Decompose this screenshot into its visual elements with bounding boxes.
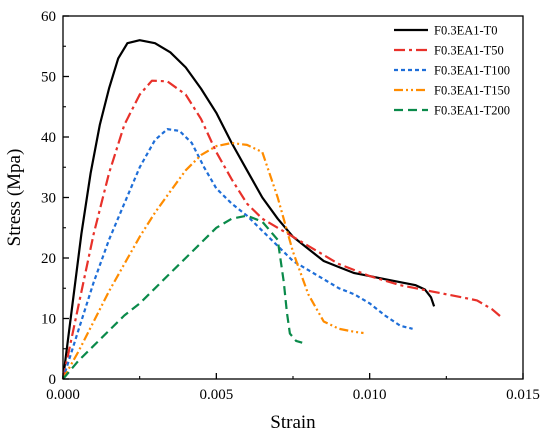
series-line-4 bbox=[62, 141, 364, 380]
series-line-1 bbox=[61, 39, 436, 380]
x-tick-label: 0.005 bbox=[199, 387, 233, 403]
y-tick-label: 50 bbox=[41, 70, 56, 86]
y-tick-label: 60 bbox=[41, 9, 56, 25]
legend-label: F0.3EA1-T100 bbox=[434, 64, 510, 78]
y-tick-label: 30 bbox=[41, 191, 56, 207]
y-tick-label: 10 bbox=[41, 312, 56, 328]
legend-label: F0.3EA1-T50 bbox=[434, 44, 504, 58]
x-tick-label: 0.000 bbox=[46, 387, 80, 403]
x-tick-label: 0.015 bbox=[506, 387, 540, 403]
plot-area bbox=[61, 39, 503, 380]
ticks: 0.000 0.005 0.010 0.015 0 10 20 30 40 50 60 bbox=[41, 9, 540, 403]
y-axis-title: Stress (Mpa) bbox=[4, 149, 25, 247]
y-tick-label: 40 bbox=[41, 130, 56, 146]
y-tick-label: 0 bbox=[49, 372, 57, 388]
series-line-3 bbox=[61, 128, 413, 380]
series-line-5 bbox=[62, 214, 303, 380]
series-line-2 bbox=[61, 79, 503, 380]
legend-label: F0.3EA1-T200 bbox=[434, 104, 510, 118]
legend-label: F0.3EA1-T150 bbox=[434, 84, 510, 98]
x-tick-label: 0.010 bbox=[353, 387, 387, 403]
y-tick-label: 20 bbox=[41, 251, 56, 267]
legend-label: F0.3EA1-T0 bbox=[434, 24, 498, 38]
legend: F0.3EA1-T0 F0.3EA1-T50 F0.3EA1-T100 F0.3EA1… bbox=[394, 24, 510, 118]
x-axis-title: Strain bbox=[270, 412, 316, 433]
